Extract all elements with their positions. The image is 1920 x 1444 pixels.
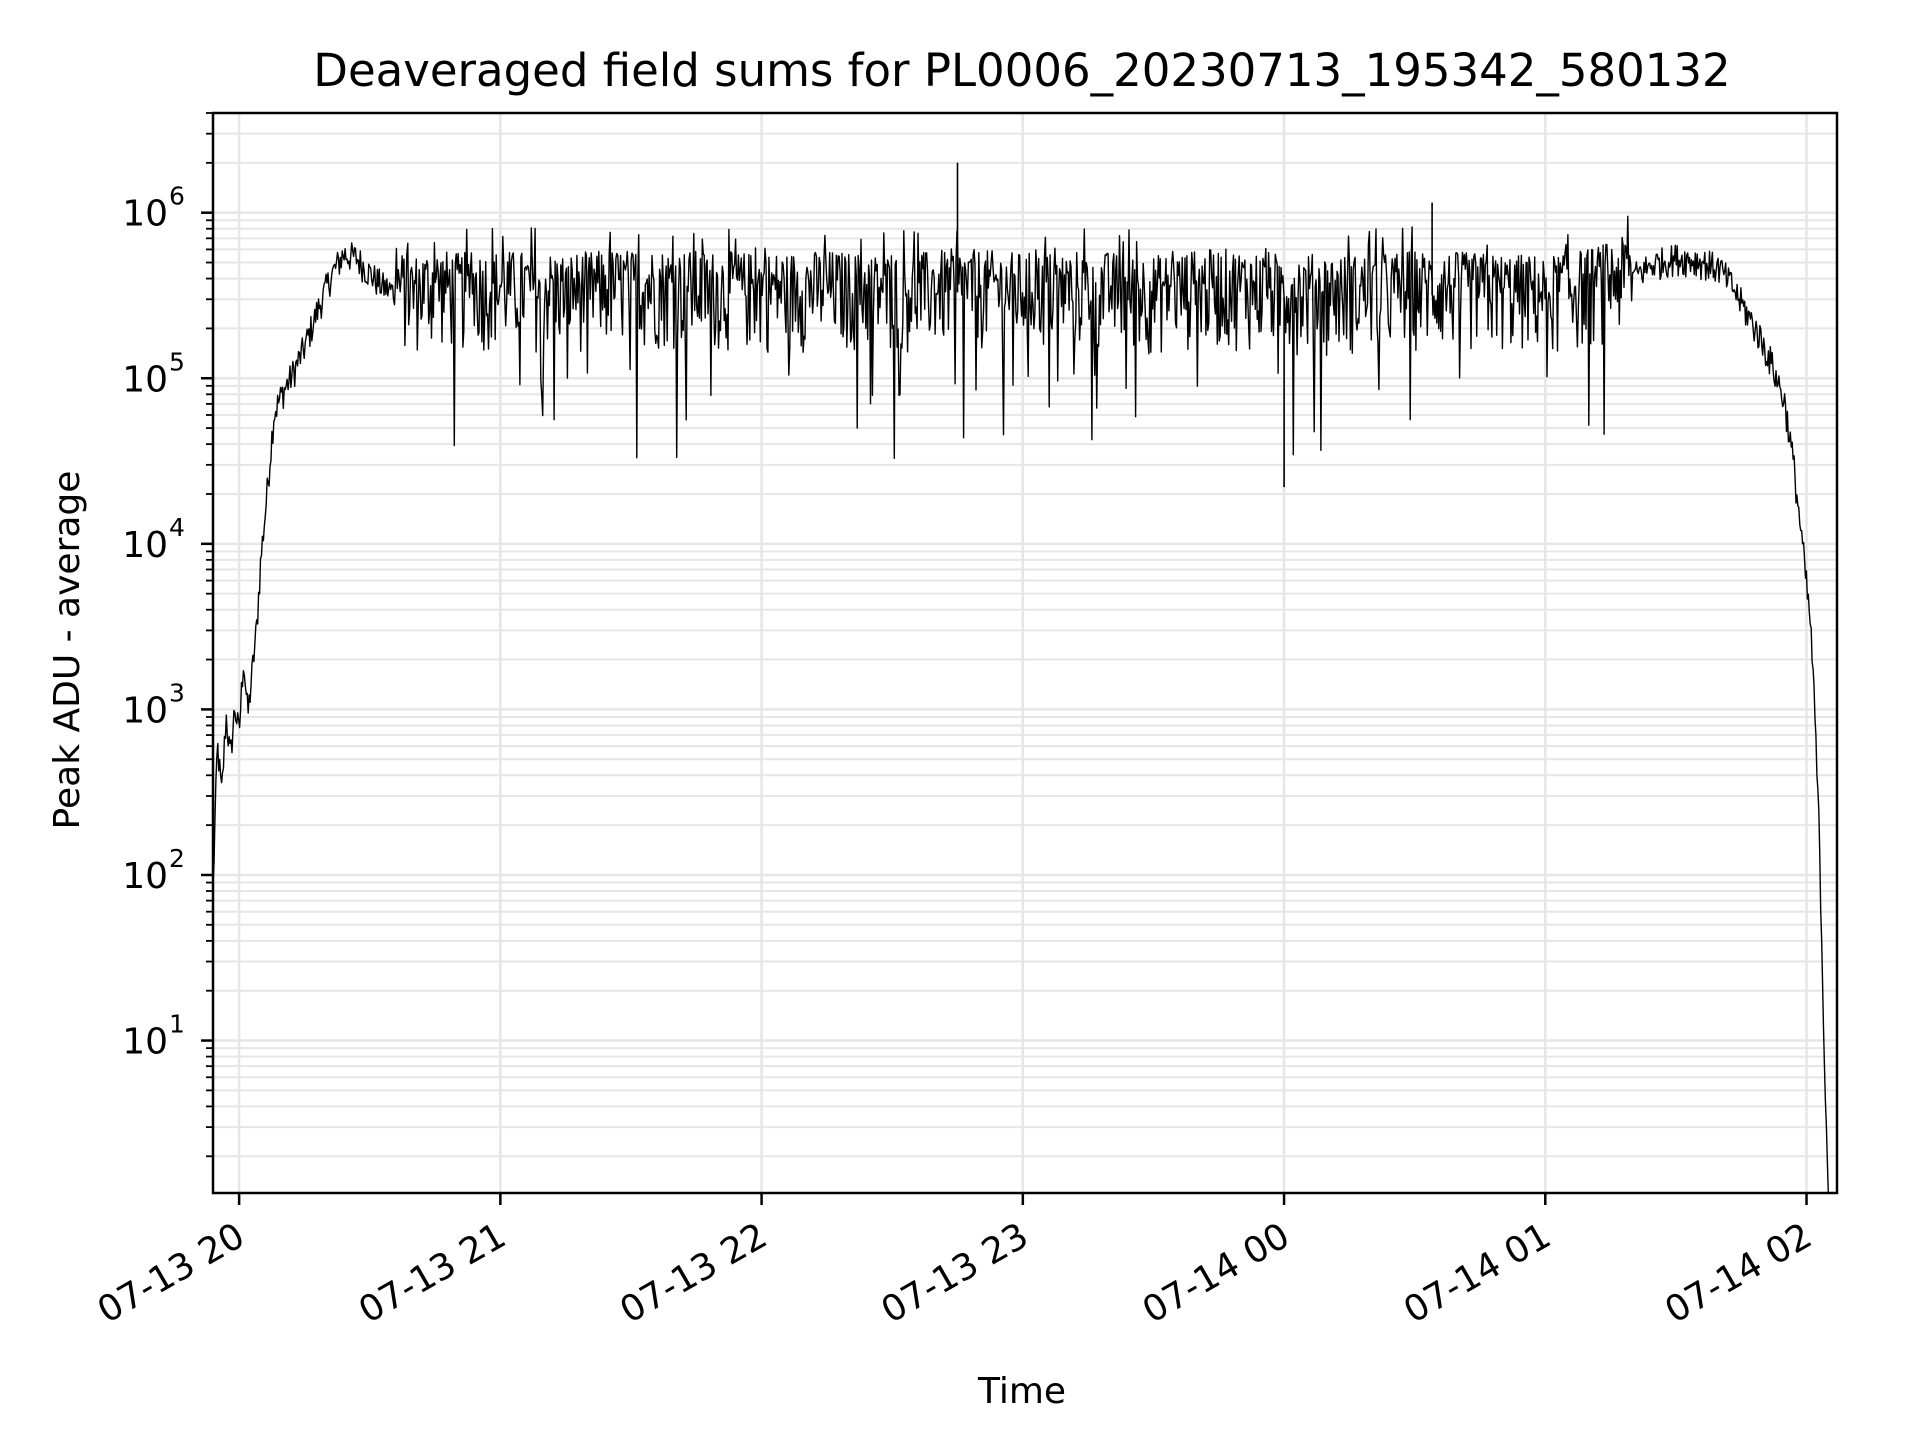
y-tick-label: 10 [122, 194, 168, 235]
y-tick-exponent: 6 [169, 182, 185, 211]
y-tick-label: 10 [122, 525, 168, 566]
series-line [212, 215, 1829, 1194]
line-layer [212, 162, 1829, 1194]
series-spikes [956, 162, 1433, 488]
y-tick-label: 10 [122, 359, 168, 400]
chart-title: Deaveraged field sums for PL0006_2023071… [313, 44, 1730, 97]
x-axis-label: Time [977, 1371, 1066, 1412]
y-tick-exponent: 4 [169, 513, 185, 542]
x-tick-label: 07-13 23 [875, 1215, 1036, 1331]
y-tick-label: 10 [122, 1022, 168, 1063]
y-tick-exponent: 1 [169, 1010, 185, 1039]
x-tick-label: 07-14 00 [1136, 1215, 1297, 1331]
x-tick-label: 07-13 22 [613, 1215, 774, 1331]
x-tick-label: 07-13 20 [91, 1215, 252, 1331]
x-tick-label: 07-13 21 [352, 1215, 513, 1331]
y-tick-exponent: 5 [169, 347, 185, 376]
plot-frame [211, 111, 1839, 1195]
y-tick-label: 10 [122, 690, 168, 731]
y-tick-exponent: 3 [169, 678, 185, 707]
y-axis-label: Peak ADU - average [47, 471, 88, 830]
y-tick-label: 10 [122, 856, 168, 897]
x-tick-label: 07-14 01 [1397, 1215, 1558, 1331]
y-tick-exponent: 2 [169, 844, 185, 873]
x-tick-label: 07-14 02 [1658, 1215, 1819, 1331]
